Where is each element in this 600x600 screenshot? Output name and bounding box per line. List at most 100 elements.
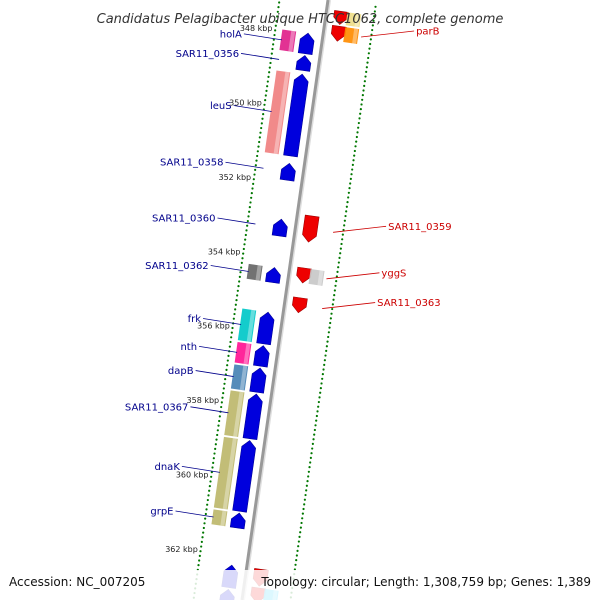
tick-dot-left bbox=[226, 359, 229, 362]
tick-dot-left bbox=[221, 396, 224, 399]
tick-dot-right bbox=[337, 266, 340, 269]
tick-dot-right bbox=[374, 5, 377, 8]
tick-dot-right bbox=[363, 84, 366, 87]
reverse-cds-arrow bbox=[302, 214, 320, 243]
tick-dot-left bbox=[260, 122, 263, 125]
reverse-cds-arrow bbox=[333, 10, 349, 25]
tick-dot-right bbox=[309, 456, 312, 459]
tick-dot-right bbox=[315, 414, 318, 418]
forward-cds-arrow bbox=[279, 162, 296, 182]
gene-feature-block bbox=[343, 27, 360, 45]
tick-dot-left bbox=[254, 164, 257, 167]
tick-dot-left bbox=[234, 303, 237, 306]
gene-feature-block bbox=[279, 29, 297, 52]
gene-label-leader bbox=[233, 105, 272, 112]
gene-label-leader bbox=[190, 406, 229, 414]
tick-dot-left bbox=[243, 243, 246, 246]
tick-dot-left bbox=[240, 261, 243, 264]
tick-dot-right bbox=[367, 56, 370, 60]
tick-dot-right bbox=[323, 363, 326, 366]
gene-feature-highlight bbox=[222, 438, 237, 510]
tick-dot-right bbox=[303, 503, 306, 506]
tick-dot-right bbox=[305, 484, 308, 487]
tick-dot-right bbox=[325, 345, 328, 348]
tick-dot-right bbox=[369, 38, 372, 41]
tick-dot-left bbox=[201, 536, 204, 539]
gene-label-leader bbox=[217, 217, 256, 225]
tick-dot-left bbox=[278, 1, 281, 4]
tick-dot-right bbox=[329, 317, 332, 320]
tick-dot-right bbox=[355, 140, 358, 143]
tick-dot-right bbox=[295, 554, 298, 557]
tick-dot-left bbox=[200, 545, 203, 548]
tick-dot-left bbox=[205, 508, 208, 511]
tick-dot-left bbox=[255, 159, 258, 162]
forward-cds-arrow bbox=[295, 55, 312, 72]
tick-dot-left bbox=[234, 308, 237, 311]
forward-cds-arrow bbox=[265, 267, 281, 284]
tick-dot-left bbox=[220, 401, 223, 404]
tick-dot-left bbox=[257, 145, 260, 148]
footer-backdrop bbox=[0, 570, 600, 600]
tick-dot-left bbox=[223, 382, 226, 385]
tick-dot-right bbox=[343, 219, 346, 222]
tick-dot-right bbox=[339, 252, 342, 255]
tick-dot-right bbox=[314, 424, 317, 427]
gene-feature-highlight bbox=[255, 265, 262, 281]
forward-cds-arrow bbox=[232, 440, 256, 513]
tick-dot-right bbox=[297, 545, 300, 548]
tick-dot-right bbox=[365, 66, 368, 69]
gene-label: SAR11_0367 bbox=[125, 402, 189, 413]
tick-dot-right bbox=[368, 47, 371, 50]
tick-dot-left bbox=[271, 47, 274, 51]
tick-dot-right bbox=[294, 563, 297, 566]
tick-dot-left bbox=[276, 10, 279, 13]
tick-dot-left bbox=[270, 52, 273, 55]
tick-dot-left bbox=[242, 247, 245, 251]
tick-dot-left bbox=[198, 554, 201, 557]
tick-dot-left bbox=[256, 154, 259, 158]
tick-dot-right bbox=[319, 387, 322, 390]
kbp-label: 362 kbp bbox=[165, 545, 198, 554]
tick-dot-left bbox=[264, 94, 267, 97]
tick-dot-right bbox=[334, 284, 337, 287]
gene-label: leuS bbox=[210, 101, 232, 112]
tick-dot-right bbox=[335, 280, 338, 283]
tick-dot-right bbox=[342, 228, 345, 232]
tick-dot-right bbox=[346, 201, 349, 204]
tick-dot-right bbox=[349, 177, 352, 180]
tick-dot-left bbox=[248, 205, 251, 209]
tick-dot-right bbox=[298, 535, 301, 539]
tick-dot-right bbox=[353, 154, 356, 157]
tick-dot-left bbox=[266, 85, 269, 88]
tick-dot-right bbox=[296, 549, 299, 552]
tick-dot-left bbox=[244, 233, 247, 237]
tick-dot-right bbox=[331, 307, 334, 311]
tick-dot-right bbox=[332, 298, 335, 301]
tick-dot-left bbox=[236, 289, 239, 292]
gene-label-leader bbox=[333, 225, 387, 233]
tick-dot-right bbox=[347, 196, 350, 199]
tick-dot-right bbox=[311, 447, 314, 450]
tick-dot-right bbox=[326, 340, 329, 343]
tick-dot-right bbox=[318, 396, 321, 399]
tick-dot-right bbox=[366, 61, 369, 64]
tick-dot-left bbox=[206, 498, 209, 502]
gene-label: yggS bbox=[381, 268, 406, 279]
gene-label-leader bbox=[181, 465, 220, 473]
tick-dot-right bbox=[344, 214, 347, 218]
tick-dot-left bbox=[226, 364, 229, 367]
kbp-label: 356 kbp bbox=[197, 322, 230, 331]
gene-label: SAR11_0359 bbox=[388, 222, 452, 233]
tick-dot-left bbox=[250, 192, 253, 195]
gene-label: dapB bbox=[168, 366, 194, 377]
gene-label: dnaK bbox=[155, 462, 181, 473]
tick-dot-left bbox=[238, 280, 241, 283]
gene-label: SAR11_0363 bbox=[377, 298, 441, 309]
gene-label: grpE bbox=[150, 506, 173, 517]
tick-dot-right bbox=[325, 349, 328, 353]
tick-dot-right bbox=[358, 117, 361, 120]
tick-dot-right bbox=[367, 52, 370, 55]
tick-dot-left bbox=[272, 43, 275, 46]
